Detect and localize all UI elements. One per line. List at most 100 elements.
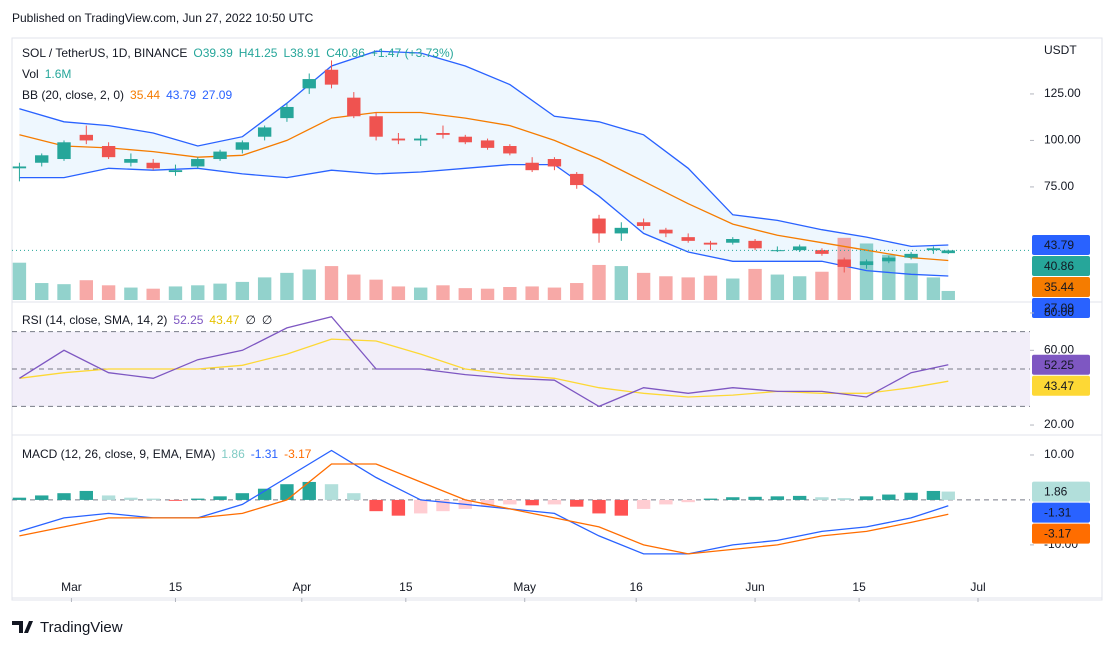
candle-body <box>681 237 695 241</box>
macd-histogram-bar <box>35 495 49 500</box>
x-tick-label: Mar <box>61 580 82 594</box>
volume-bar <box>570 283 584 300</box>
legend-item: -1.31 <box>251 447 279 461</box>
legend-item: SOL / TetherUS, 1D, BINANCE <box>22 46 187 60</box>
value-box-label: 1.86 <box>1044 485 1068 499</box>
candle-body <box>904 253 918 258</box>
candle-body <box>57 142 71 160</box>
volume-bar <box>792 276 807 300</box>
volume-bar <box>12 262 27 300</box>
volume-bar <box>347 274 361 300</box>
macd-histogram-bar <box>815 497 829 500</box>
candle-body <box>792 246 807 251</box>
candle-body <box>815 250 829 254</box>
candle-body <box>235 142 250 150</box>
legend-item: RSI (14, close, SMA, 14, 2) <box>22 313 167 327</box>
legend-item: 52.25 <box>173 313 203 327</box>
volume-bar <box>391 286 406 300</box>
volume-bar <box>904 263 918 300</box>
macd-histogram-bar <box>168 499 183 501</box>
volume-bar <box>703 275 718 300</box>
currency: USDT <box>1044 43 1077 57</box>
y-tick-label: 125.00 <box>1044 86 1081 100</box>
legend: MACD (12, 26, close, 9, EMA, EMA) 1.86 -1.… <box>22 447 312 461</box>
macd-histogram-bar <box>614 499 629 516</box>
macd-histogram-bar <box>726 497 740 500</box>
candle-body <box>570 173 584 186</box>
legend-item: BB (20, close, 2, 0) <box>22 88 124 102</box>
volume-bar <box>302 269 316 300</box>
macd-histogram-bar <box>57 493 71 500</box>
candle-body <box>79 134 93 141</box>
value-box <box>1032 523 1090 544</box>
volume-bar <box>436 285 450 300</box>
value-box-label: 27.09 <box>1044 301 1074 315</box>
macd-histogram-bar <box>436 499 450 512</box>
candle-body <box>191 159 205 167</box>
macd-histogram-bar <box>837 498 851 500</box>
legend-item: +1.47 (+3.73%) <box>371 46 454 60</box>
candle-body <box>413 138 428 141</box>
value-box <box>1032 354 1090 375</box>
volume-bar <box>815 271 829 300</box>
candle-body <box>124 159 138 163</box>
volume-bar <box>503 287 517 300</box>
candle-body <box>101 146 116 158</box>
macd-histogram-bar <box>79 490 93 500</box>
legend-item: Vol <box>22 67 39 81</box>
value-box-label: 43.47 <box>1044 379 1074 393</box>
volume-bar <box>124 287 138 300</box>
volume-bar <box>235 281 250 300</box>
volume-bar <box>882 254 896 300</box>
volume-bar <box>191 285 205 300</box>
legend-item: 43.79 <box>166 88 196 102</box>
value-box-label: 35.44 <box>1044 280 1074 294</box>
y-tick-label: 100.00 <box>1044 133 1081 147</box>
legend: BB (20, close, 2, 0) 35.44 43.79 27.09 <box>22 88 232 102</box>
legend-item: L38.91 <box>283 46 320 60</box>
candle-body <box>436 132 450 135</box>
candle-body <box>882 257 896 262</box>
volume-bar <box>748 268 762 300</box>
band-fill <box>19 51 949 277</box>
x-tick-label: May <box>513 580 536 594</box>
macd-histogram-bar <box>681 499 695 503</box>
volume-bar <box>413 287 428 300</box>
value-box <box>1032 375 1090 396</box>
macd-histogram-bar <box>636 499 651 509</box>
macd-histogram-bar <box>146 498 160 500</box>
macd-histogram-bar <box>941 491 955 500</box>
value-box-label: 52.25 <box>1044 358 1074 372</box>
volume-bar <box>770 274 785 300</box>
legend-item: C40.86 <box>326 46 365 60</box>
candle-body <box>480 140 495 148</box>
candle-body <box>280 106 294 119</box>
value-box <box>1032 276 1090 297</box>
x-tick-label: Apr <box>292 580 311 594</box>
volume-bar <box>146 288 160 300</box>
candle-body <box>636 222 651 226</box>
candle-body <box>547 159 562 167</box>
candle-body <box>703 242 718 245</box>
candle-body <box>168 170 183 173</box>
macd-histogram-bar <box>547 499 562 505</box>
volume-bar <box>280 272 294 300</box>
candle-body <box>614 227 629 234</box>
macd-histogram-bar <box>770 496 785 500</box>
macd-histogram-bar <box>882 494 896 500</box>
legend-item: H41.25 <box>239 46 278 60</box>
volume-bar <box>547 287 562 300</box>
bb-line <box>19 111 949 262</box>
macd-histogram-bar <box>659 499 673 505</box>
legend-item: O39.39 <box>193 46 233 60</box>
volume-bar <box>257 277 272 300</box>
value-box <box>1032 234 1090 255</box>
macd-histogram-bar <box>280 484 294 500</box>
candle-body <box>525 162 539 171</box>
macd-histogram-bar <box>302 481 316 500</box>
rsi-line <box>19 315 949 408</box>
value-box <box>1032 481 1090 502</box>
volume-bar <box>168 286 183 300</box>
legend-item: 35.44 <box>130 88 160 102</box>
